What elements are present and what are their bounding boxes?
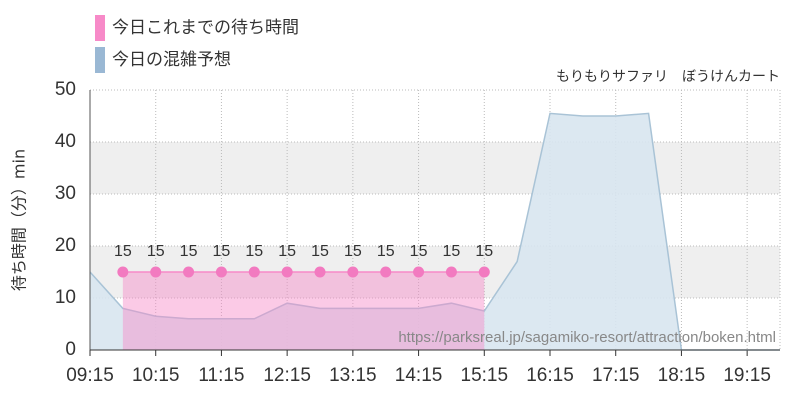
data-label: 15 [114,243,132,260]
x-tick-label: 17:15 [592,365,640,386]
legend-label: 今日これまでの待ち時間 [112,18,299,38]
y-tick-label: 20 [55,235,76,256]
data-point [150,266,162,278]
data-point [248,266,260,278]
data-label: 15 [443,243,461,260]
x-tick-label: 09:15 [66,365,114,386]
y-tick-label: 40 [55,131,76,152]
y-axis-label: 待ち時間（分）min [10,149,29,291]
y-tick-label: 50 [55,79,76,100]
grid-band [90,142,780,194]
data-label: 15 [245,243,263,260]
data-label: 15 [410,243,428,260]
legend-swatch [95,47,105,73]
data-point [347,266,359,278]
y-tick-label: 10 [55,287,76,308]
x-tick-label: 12:15 [263,365,311,386]
data-label: 15 [213,243,231,260]
data-label: 15 [278,243,296,260]
x-tick-label: 18:15 [658,365,706,386]
data-label: 15 [475,243,493,260]
data-point [183,266,195,278]
data-point [117,266,129,278]
data-point [478,266,490,278]
area [90,113,780,351]
y-tick-label: 0 [65,339,76,360]
data-label: 15 [147,243,165,260]
data-point [314,266,326,278]
data-point [380,266,392,278]
data-label: 15 [311,243,329,260]
legend-swatch [95,15,105,41]
legend-label: 今日の混雑予想 [112,50,231,70]
data-label: 15 [180,243,198,260]
subtitle: もりもりサファリ ぼうけんカート [556,69,780,85]
line [89,112,780,351]
data-point [281,266,293,278]
x-tick-label: 14:15 [395,365,443,386]
data-label: 15 [377,243,395,260]
data-point [445,266,457,278]
data-point [215,266,227,278]
data-point [413,266,425,278]
x-tick-label: 16:15 [526,365,574,386]
x-tick-label: 11:15 [198,365,244,386]
watermark: https://parksreal.jp/sagamiko-resort/att… [398,329,776,346]
data-label: 15 [344,243,362,260]
y-tick-label: 30 [55,183,76,204]
area [122,272,485,350]
x-tick-label: 13:15 [329,365,377,386]
x-tick-label: 19:15 [723,365,771,386]
x-tick-label: 15:15 [461,365,509,386]
x-tick-label: 10:15 [132,365,180,386]
